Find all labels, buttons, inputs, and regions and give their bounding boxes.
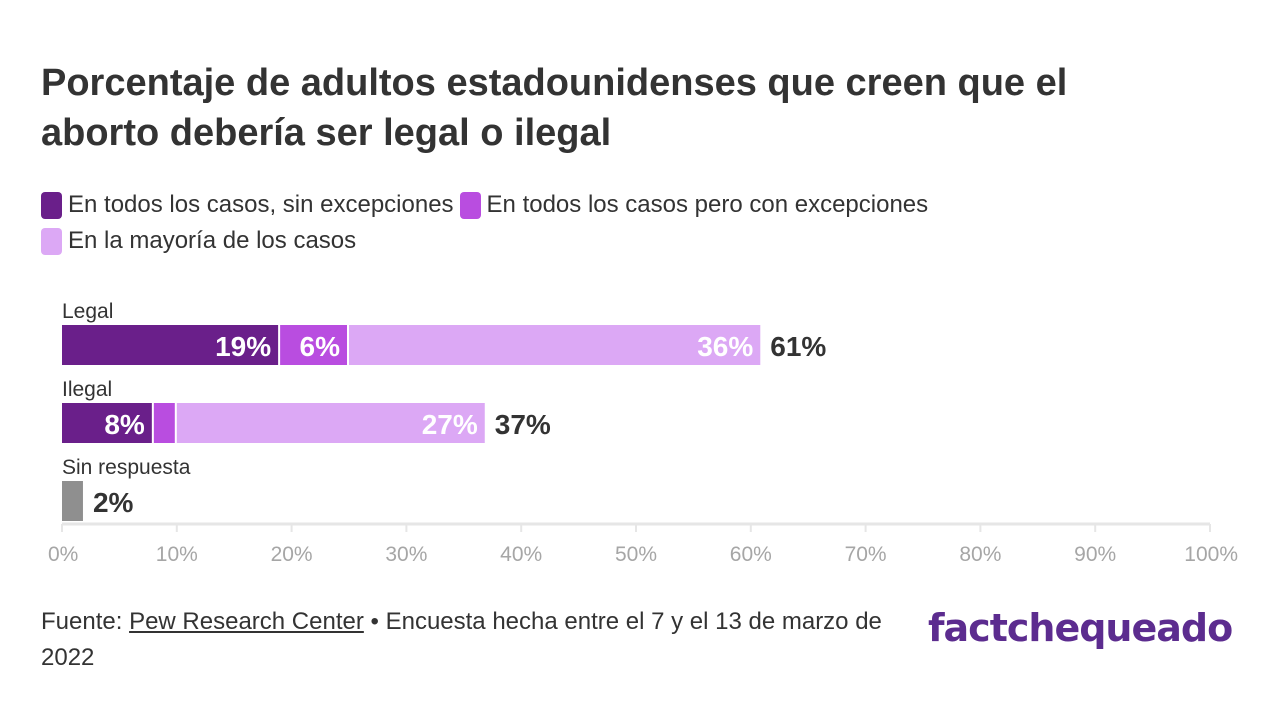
category-label: Sin respuesta — [62, 456, 191, 479]
x-tick-label: 10% — [156, 543, 198, 566]
legend-item: En todos los casos, sin excepciones — [41, 190, 454, 220]
x-tick-label: 0% — [48, 543, 78, 566]
data-label: 19% — [215, 331, 271, 362]
data-label: 36% — [697, 331, 753, 362]
x-tick-label: 100% — [1184, 543, 1238, 566]
source-note: • Encuesta hecha entre el 7 y el 13 de m… — [41, 608, 882, 671]
bar-chart: Legal 19% 6% 36% 61% Ilegal 8% 27% 37% Sin respue… — [48, 300, 1238, 566]
bar-segment — [62, 481, 83, 521]
data-label: 8% — [104, 409, 145, 440]
x-tick-label: 70% — [845, 543, 887, 566]
x-tick-label: 90% — [1074, 543, 1116, 566]
legend-swatch-mayoria — [41, 227, 62, 255]
data-label: 6% — [300, 331, 341, 362]
source-prefix: Fuente: — [41, 608, 130, 635]
x-tick-label: 20% — [271, 543, 313, 566]
bar-segment — [176, 403, 485, 443]
chart-title: Porcentaje de adultos estadounidenses qu… — [41, 62, 1068, 154]
legend-swatch-con-excepciones — [459, 191, 481, 219]
total-label: 61% — [770, 331, 826, 362]
category-label: Ilegal — [62, 378, 112, 401]
category-label: Legal — [62, 300, 113, 323]
total-label: 2% — [93, 487, 134, 518]
bar-segment — [62, 325, 279, 365]
x-tick-label: 50% — [615, 543, 657, 566]
x-tick-label: 40% — [500, 543, 542, 566]
legend-swatch-sin-excepciones — [41, 191, 62, 219]
x-tick-label: 60% — [730, 543, 772, 566]
factchequeado-logo: factchequeado — [928, 606, 1233, 650]
bar-segment — [153, 403, 175, 443]
legend-item: En la mayoría de los casos — [41, 226, 356, 256]
x-tick-label: 80% — [959, 543, 1001, 566]
legend: En todos los casos, sin excepciones En t… — [41, 190, 1191, 256]
total-label: 37% — [495, 409, 551, 440]
bar-segment — [62, 403, 152, 443]
source-link[interactable]: Pew Research Center — [129, 608, 364, 635]
legend-label: En todos los casos pero con excepciones — [486, 191, 929, 218]
data-label: 27% — [422, 409, 478, 440]
legend-label: En todos los casos, sin excepciones — [68, 191, 454, 218]
bar-segment — [349, 325, 761, 365]
source-footer: Fuente: Pew Research Center • Encuesta h… — [41, 604, 911, 676]
legend-item: En todos los casos pero con excepciones — [459, 190, 929, 220]
legend-label: En la mayoría de los casos — [68, 227, 357, 254]
bar-segment — [280, 325, 347, 365]
x-tick-label: 30% — [385, 543, 427, 566]
